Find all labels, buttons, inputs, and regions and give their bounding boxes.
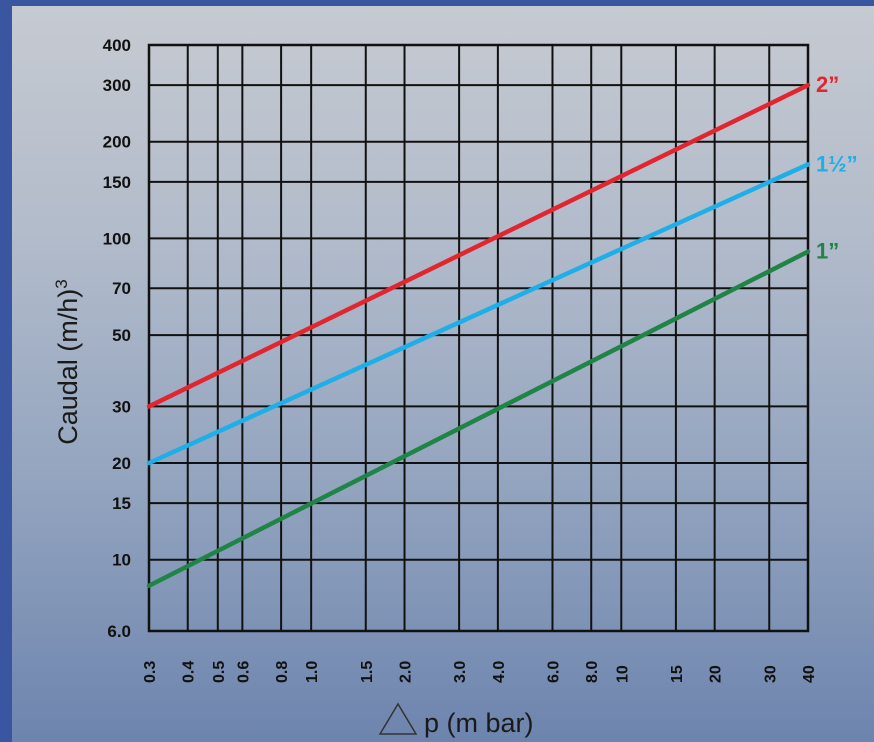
series-line: [146, 249, 811, 588]
y-tick-label: 30: [112, 397, 131, 416]
series-label: 2”: [816, 72, 839, 97]
y-tick-label: 150: [103, 173, 131, 192]
y-tick-label: 400: [103, 36, 131, 55]
x-tick-label: 40: [801, 665, 818, 683]
series-label: 1½”: [816, 151, 858, 176]
y-tick-label: 200: [103, 133, 131, 152]
x-tick-label: 8.0: [584, 661, 601, 683]
x-tick-label: 0.8: [274, 661, 291, 683]
y-tick-label: 50: [112, 326, 131, 345]
y-tick-label: 20: [112, 454, 131, 473]
tick-labels: 0.3 0.4 0.5 0.6 0.8 1.0 1.5 2.0 3.0 4.0 6.0 8.0 10 15…: [103, 36, 818, 683]
y-axis-title-text: Caudal (m/h): [53, 289, 83, 445]
x-tick-label: 0.4: [181, 661, 198, 683]
delta-icon: [378, 702, 418, 735]
x-tick-label: 6.0: [545, 661, 562, 683]
x-tick-label: 0.6: [235, 661, 252, 683]
x-tick-label: 4.0: [491, 661, 508, 683]
x-tick-label: 10: [614, 665, 631, 683]
plot-border: [147, 43, 810, 633]
x-tick-label: 0.3: [142, 661, 159, 683]
series-label: 1”: [816, 239, 839, 264]
y-tick-label: 70: [112, 279, 131, 298]
x-tick-label: 1.0: [304, 661, 321, 683]
x-axis-title-text: p (m bar): [424, 708, 534, 738]
x-axis-title: p (m bar): [378, 702, 534, 738]
x-tick-label: 15: [669, 665, 686, 683]
y-tick-label: 15: [112, 494, 131, 513]
x-tick-label: 3.0: [452, 661, 469, 683]
y-axis-title: Caudal (m/h)3: [52, 279, 83, 445]
y-tick-label: 100: [103, 229, 131, 248]
y-tick-label: 6.0: [107, 622, 131, 641]
y-tick-label: 10: [112, 551, 131, 570]
series-lines: [146, 82, 811, 588]
y-tick-label: 300: [103, 76, 131, 95]
series-labels: 2” 1½” 1”: [816, 72, 858, 263]
x-tick-label: 1.5: [359, 661, 376, 683]
series-line: [146, 162, 811, 466]
x-tick-label: 30: [762, 665, 779, 683]
x-tick-label: 2.0: [398, 661, 415, 683]
x-tick-label: 0.5: [211, 661, 228, 683]
chart-frame: 0.3 0.4 0.5 0.6 0.8 1.0 1.5 2.0 3.0 4.0 6.0 8.0 10 15…: [12, 6, 874, 742]
flow-chart: 0.3 0.4 0.5 0.6 0.8 1.0 1.5 2.0 3.0 4.0 6.0 8.0 10 15…: [52, 36, 858, 738]
x-tick-label: 20: [708, 665, 725, 683]
series-line: [146, 82, 811, 409]
y-axis-superscript: 3: [52, 279, 71, 288]
grid: [147, 43, 810, 633]
